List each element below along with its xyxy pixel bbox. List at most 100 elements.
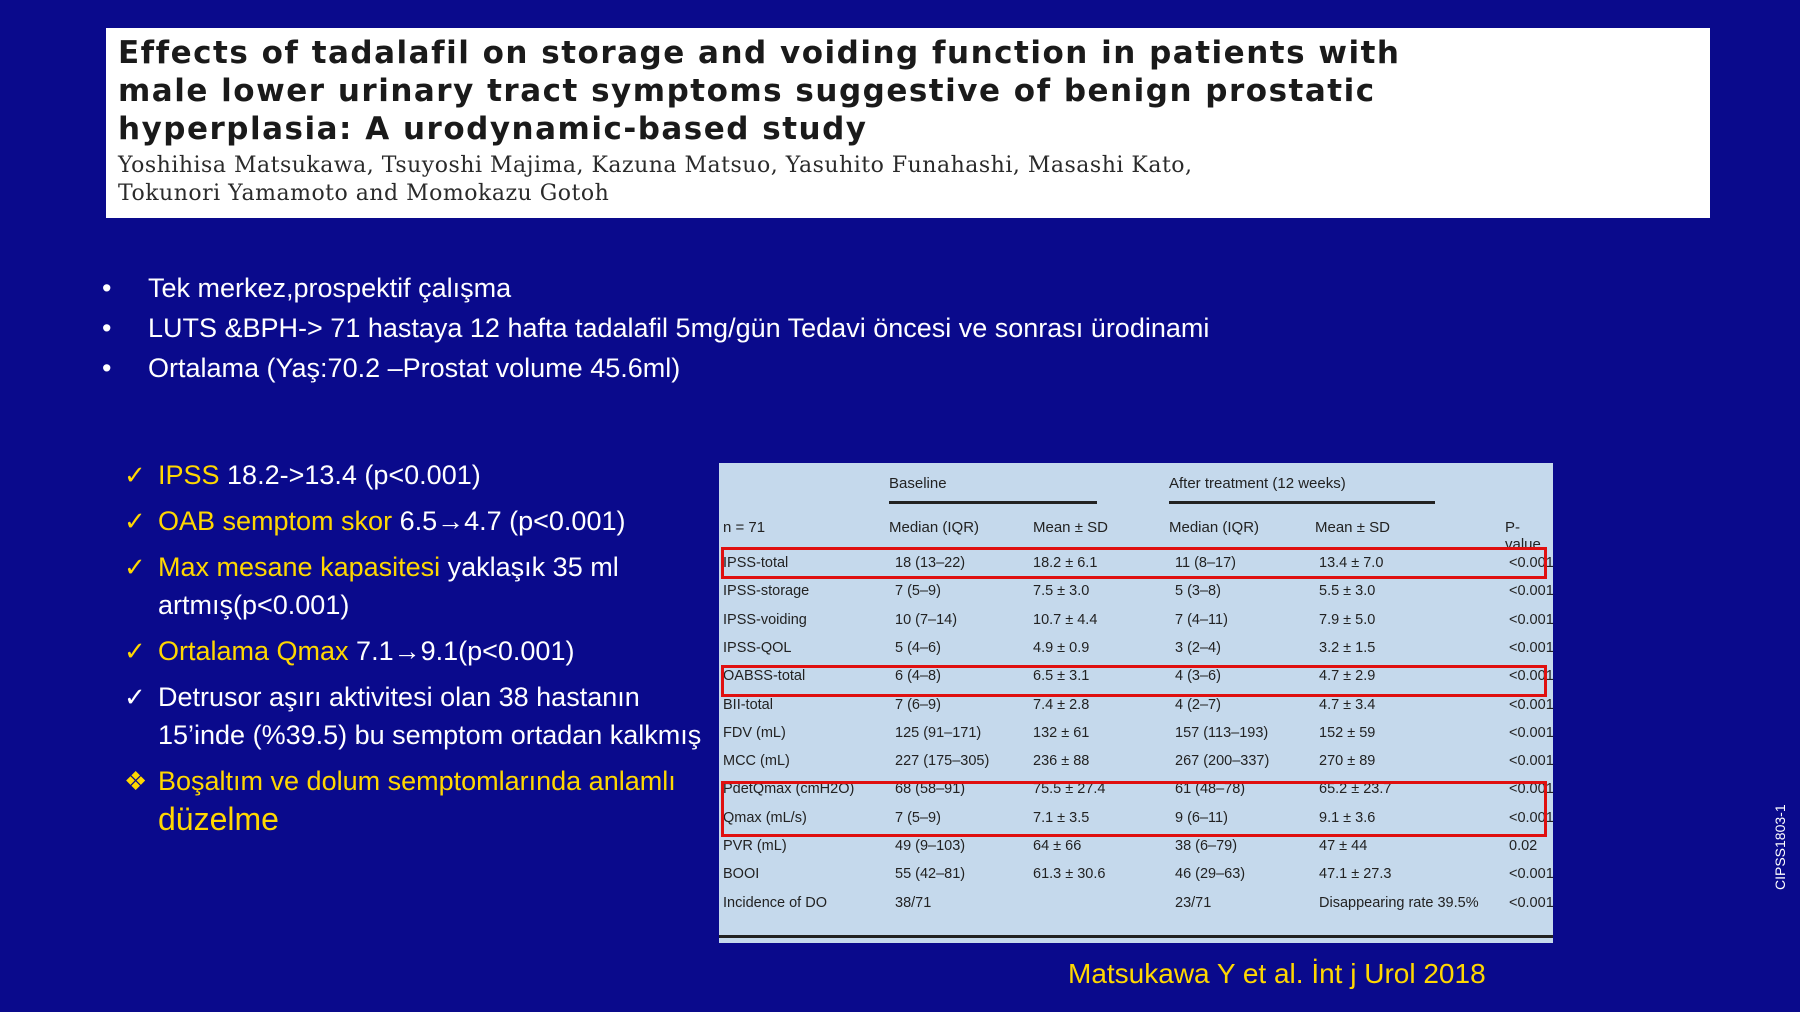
table-cell: 125 (91–171) bbox=[895, 724, 982, 741]
table-row: OABSS-total 6 (4–8) 6.5 ± 3.1 4 (3–6) 4.7 ± … bbox=[719, 663, 1554, 691]
table-cell: 132 ± 61 bbox=[1033, 724, 1090, 741]
bullet-dot-icon: • bbox=[102, 273, 112, 303]
table-cell: 270 ± 89 bbox=[1319, 753, 1376, 770]
paper-authors-line: Tokunori Yamamoto and Momokazu Gotoh bbox=[118, 181, 610, 206]
table-cell: <0.001 bbox=[1509, 555, 1554, 571]
table-cell: 5 (3–8) bbox=[1175, 583, 1221, 600]
bullet-item: • Tek merkez,prospektif çalışma bbox=[100, 268, 1600, 308]
table-cell: 38/71 bbox=[895, 894, 932, 911]
paper-authors-line: Yoshihisa Matsukawa, Tsuyoshi Majima, Ka… bbox=[118, 153, 1193, 178]
table-cell: 13.4 ± 7.0 bbox=[1319, 555, 1384, 571]
table-cell: 7.9 ± 5.0 bbox=[1319, 611, 1376, 628]
table-cell: <0.001 bbox=[1509, 611, 1554, 628]
table-cell: OABSS-total bbox=[723, 668, 806, 685]
table-cell: 7.1 ± 3.5 bbox=[1033, 809, 1090, 826]
table-cell: MCC (mL) bbox=[723, 753, 790, 770]
table-cell: <0.001 bbox=[1509, 809, 1554, 826]
checkmark-icon: ✓ bbox=[124, 506, 146, 536]
bullet-dot-icon: • bbox=[102, 353, 112, 383]
table-cell: <0.001 bbox=[1509, 668, 1554, 685]
table-cell: IPSS-voiding bbox=[723, 611, 807, 628]
finding-item: ✓ OAB semptom skor 6.5→4.7 (p<0.001) bbox=[124, 502, 704, 540]
table-cell: 10 (7–14) bbox=[895, 611, 958, 628]
paper-title-line: hyperplasia: A urodynamic-based study bbox=[118, 111, 868, 147]
paper-authors: Yoshihisa Matsukawa, Tsuyoshi Majima, Ka… bbox=[118, 152, 1698, 208]
group-header-after: After treatment (12 weeks) bbox=[1169, 475, 1346, 492]
table-cell: PdetQmax (cmH2O) bbox=[723, 781, 855, 798]
table-row: IPSS-QOL 5 (4–6) 4.9 ± 0.9 3 (2–4) 3.2 ± 1.5… bbox=[719, 635, 1554, 663]
table-cell: 6 (4–8) bbox=[895, 668, 941, 685]
table-cell: Disappearing rate 39.5% bbox=[1319, 894, 1479, 911]
finding-item: ❖ Boşaltım ve dolum semptomlarında anlam… bbox=[124, 762, 704, 840]
table-row: BII-total 7 (6–9) 7.4 ± 2.8 4 (2–7) 4.7 ± 3.… bbox=[719, 692, 1554, 720]
table-bottom-rule bbox=[719, 935, 1553, 938]
table-cell: 18.2 ± 6.1 bbox=[1033, 555, 1098, 571]
table-row: IPSS-voiding 10 (7–14) 10.7 ± 4.4 7 (4–11) 7… bbox=[719, 607, 1554, 635]
table-cell: 236 ± 88 bbox=[1033, 753, 1090, 770]
table-cell: 11 (8–17) bbox=[1175, 555, 1236, 571]
table-cell: 46 (29–63) bbox=[1175, 866, 1246, 883]
table-cell: 65.2 ± 23.7 bbox=[1319, 781, 1392, 798]
highlight-box-oabss bbox=[721, 665, 1547, 697]
table-cell: 6.5 ± 3.1 bbox=[1033, 668, 1090, 685]
group-rule bbox=[889, 501, 1097, 504]
table-cell: 68 (58–91) bbox=[895, 781, 966, 798]
table-cell: 4 (2–7) bbox=[1175, 696, 1221, 713]
table-cell: 4.7 ± 3.4 bbox=[1319, 696, 1376, 713]
table-cell: 75.5 ± 27.4 bbox=[1033, 781, 1106, 798]
table-row: FDV (mL) 125 (91–171) 132 ± 61 157 (113–193… bbox=[719, 720, 1554, 748]
checkmark-icon: ✓ bbox=[124, 636, 146, 666]
table-cell: <0.001 bbox=[1509, 894, 1554, 911]
table-row: Incidence of DO 38/71 23/71 Disappearing ra… bbox=[719, 890, 1554, 918]
table-cell: 7 (6–9) bbox=[895, 696, 941, 713]
table-cell: 47.1 ± 27.3 bbox=[1319, 866, 1392, 883]
bullet-item: • Ortalama (Yaş:70.2 –Prostat volume 45.6… bbox=[100, 348, 1600, 388]
table-cell: 7.4 ± 2.8 bbox=[1033, 696, 1090, 713]
table-cell: 0.02 bbox=[1509, 838, 1538, 854]
table-cell: 4.9 ± 0.9 bbox=[1033, 639, 1090, 656]
column-header: Median (IQR) bbox=[1169, 519, 1260, 536]
group-rule bbox=[1169, 501, 1435, 504]
paper-header: Effects of tadalafil on storage and void… bbox=[106, 28, 1710, 218]
table-cell: <0.001 bbox=[1509, 696, 1554, 713]
table-cell: 157 (113–193) bbox=[1175, 724, 1269, 741]
finding-item: ✓ IPSS 18.2->13.4 (p<0.001) bbox=[124, 456, 704, 494]
checkmark-icon: ✓ bbox=[124, 460, 146, 490]
table-cell: 5 (4–6) bbox=[895, 639, 941, 656]
findings-list: ✓ IPSS 18.2->13.4 (p<0.001) ✓ OAB sempto… bbox=[124, 456, 704, 848]
table-cell: 49 (9–103) bbox=[895, 838, 966, 854]
table-cell: PVR (mL) bbox=[723, 838, 787, 854]
finding-item: ✓ Detrusor aşırı aktivitesi olan 38 hast… bbox=[124, 678, 704, 754]
table-cell: 7.5 ± 3.0 bbox=[1033, 583, 1090, 600]
table-cell: IPSS-storage bbox=[723, 583, 810, 600]
table-cell: 7 (5–9) bbox=[895, 583, 941, 600]
table-row: PVR (mL) 49 (9–103) 64 ± 66 38 (6–79) 47 ± 4… bbox=[719, 833, 1553, 861]
table-cell: 64 ± 66 bbox=[1033, 838, 1082, 854]
table-cell: 18 (13–22) bbox=[895, 555, 966, 571]
table-cell: 9.1 ± 3.6 bbox=[1319, 809, 1376, 826]
column-header: n = 71 bbox=[723, 519, 766, 536]
table-cell: IPSS-total bbox=[723, 555, 789, 571]
highlight-box-qmax bbox=[721, 781, 1547, 837]
table-cell: 5.5 ± 3.0 bbox=[1319, 583, 1376, 600]
table-cell: 61 (48–78) bbox=[1175, 781, 1246, 798]
table-cell: 4 (3–6) bbox=[1175, 668, 1221, 685]
table-cell: <0.001 bbox=[1509, 639, 1554, 656]
paper-title: Effects of tadalafil on storage and void… bbox=[118, 34, 1698, 148]
column-header: Mean ± SD bbox=[1033, 519, 1108, 536]
bullet-item: • LUTS &BPH-> 71 hastaya 12 hafta tadalaf… bbox=[100, 308, 1600, 348]
group-header-baseline: Baseline bbox=[889, 475, 947, 492]
table-cell: <0.001 bbox=[1509, 724, 1554, 741]
table-cell: 23/71 bbox=[1175, 894, 1212, 911]
checkmark-icon: ✓ bbox=[124, 552, 146, 582]
study-bullets: • Tek merkez,prospektif çalışma • LUTS &BP… bbox=[100, 268, 1600, 388]
finding-item: ✓ Max mesane kapasitesi yaklaşık 35 ml a… bbox=[124, 548, 704, 624]
slide-code: CIPSS1803-1 bbox=[1772, 804, 1788, 890]
table-cell: <0.001 bbox=[1509, 583, 1554, 600]
table-cell: <0.001 bbox=[1509, 753, 1554, 770]
table-row: IPSS-total 18 (13–22) 18.2 ± 6.1 11 (8–17) 1… bbox=[719, 550, 1554, 578]
table-row: IPSS-storage 7 (5–9) 7.5 ± 3.0 5 (3–8) 5.5 ±… bbox=[719, 578, 1554, 606]
finding-item: ✓ Ortalama Qmax 7.1→9.1(p<0.001) bbox=[124, 632, 704, 670]
table-cell: 7 (4–11) bbox=[1175, 611, 1228, 628]
paper-title-line: male lower urinary tract symptoms sugges… bbox=[118, 73, 1376, 109]
